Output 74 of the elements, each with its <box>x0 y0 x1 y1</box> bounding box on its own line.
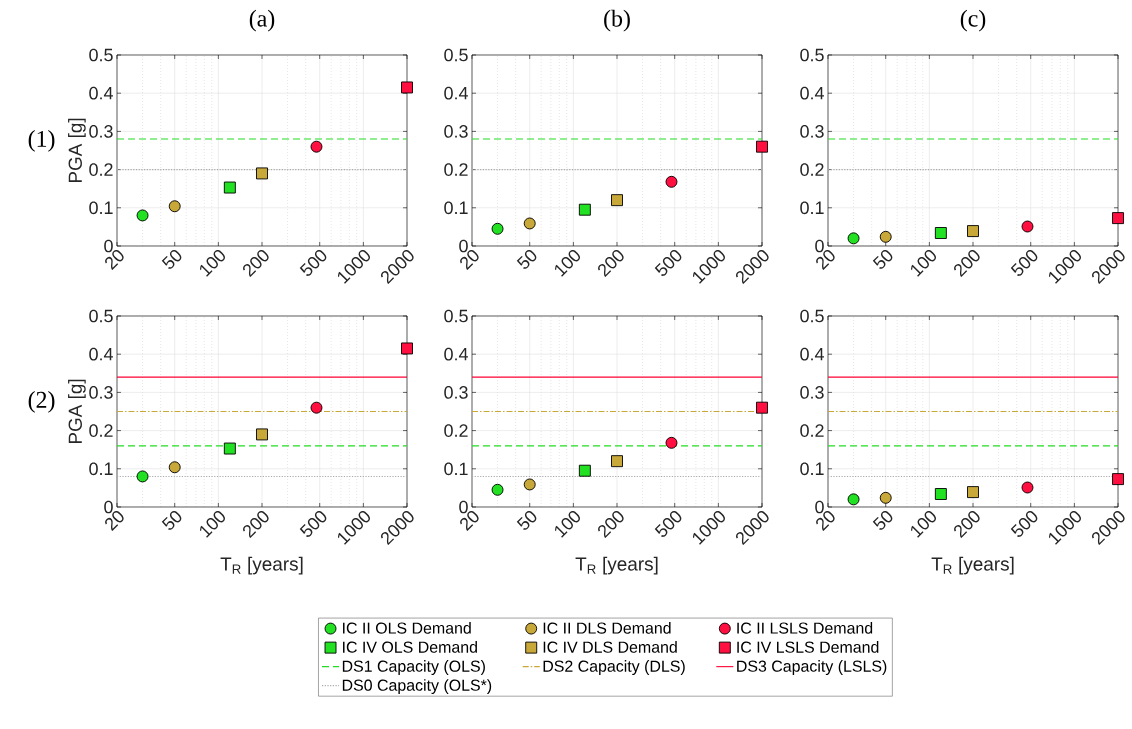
y-tick-label: 0.5 <box>800 48 824 62</box>
x-tick-label: 100 <box>554 510 580 538</box>
x-tick-label: 500 <box>299 249 327 276</box>
x-tick-label: 100 <box>199 249 225 277</box>
y-tick-label: 0.2 <box>89 424 113 437</box>
legend-label: IC II OLS Demand <box>343 622 471 634</box>
x-axis-title: T$_{R}$ [years] <box>931 556 1014 575</box>
y-tick-label: 0.4 <box>800 347 824 361</box>
y-tick-label: 0.4 <box>444 86 468 100</box>
y-tick-label: 0.5 <box>89 48 113 62</box>
x-tick-label: 500 <box>654 249 682 276</box>
x-tick-label: 200 <box>598 510 624 539</box>
x-tick-label: 50 <box>872 249 893 269</box>
legend-label: DS0 Capacity (OLS*) <box>342 679 492 695</box>
y-tick-label: 0.3 <box>444 125 468 138</box>
x-axis-title: T$_{R}$ [years] <box>220 556 303 575</box>
legend-label: IC IV OLS Demand <box>343 641 477 653</box>
legend-label: IC II LSLS Demand <box>737 622 873 634</box>
y-tick-label: 0.1 <box>89 462 113 476</box>
x-tick-label: 500 <box>654 510 682 537</box>
y-tick-label: 0.2 <box>800 424 824 437</box>
text: (2) <box>28 391 55 413</box>
y-tick-label: 0.1 <box>800 462 824 476</box>
y-tick-label: 0.4 <box>89 86 113 100</box>
y-axis-title: PGA [g] <box>68 379 86 444</box>
legend-label: DS2 Capacity (DLS) <box>543 660 685 675</box>
y-tick-label: 0.2 <box>444 163 468 176</box>
x-tick-label: 500 <box>1010 249 1038 276</box>
y-tick-label: 0.3 <box>800 386 824 399</box>
y-tick-label: 0.5 <box>800 309 824 323</box>
legend-label: IC II DLS Demand <box>543 622 671 634</box>
text: (1) <box>28 130 55 152</box>
x-tick-label: 50 <box>516 510 537 530</box>
x-tick-label: 200 <box>954 249 980 278</box>
y-tick-label: 0.4 <box>444 347 468 361</box>
y-tick-label: 0.4 <box>89 347 113 361</box>
x-tick-label: 200 <box>243 249 269 278</box>
x-tick-label: 200 <box>954 510 980 539</box>
legend-label: IC IV DLS Demand <box>543 641 677 653</box>
y-tick-label: 0.3 <box>89 386 113 399</box>
x-tick-label: 200 <box>598 249 624 278</box>
y-tick-label: 0.5 <box>89 309 113 323</box>
legend-label: DS3 Capacity (LSLS) <box>737 660 887 675</box>
x-tick-label: 100 <box>910 249 937 277</box>
y-tick-label: 0.5 <box>444 48 468 62</box>
y-tick-label: 0.4 <box>800 86 824 100</box>
y-axis-title: PGA [g] <box>68 118 86 183</box>
y-tick-label: 0.5 <box>444 309 468 323</box>
y-tick-label: 0.1 <box>444 201 468 215</box>
x-tick-label: 50 <box>872 510 893 530</box>
x-tick-label: 200 <box>243 510 269 539</box>
y-tick-label: 0.1 <box>89 201 113 215</box>
y-tick-label: 0.2 <box>89 163 113 176</box>
chart-title: (a) <box>249 9 275 32</box>
x-axis-title: T$_{R}$ [years] <box>575 556 658 575</box>
x-tick-label: 500 <box>1010 510 1038 537</box>
y-tick-label: 0.3 <box>444 386 468 399</box>
legend-label: IC IV LSLS Demand <box>737 641 879 653</box>
x-tick-label: 100 <box>910 510 937 538</box>
y-tick-label: 0.1 <box>444 462 468 476</box>
x-tick-label: 50 <box>516 249 537 269</box>
x-tick-label: 100 <box>199 510 225 538</box>
y-tick-label: 0.2 <box>800 163 824 176</box>
y-tick-label: 0.3 <box>89 125 113 138</box>
y-tick-label: 0.1 <box>800 201 824 215</box>
legend-label: DS1 Capacity (OLS) <box>342 660 485 675</box>
x-tick-label: 50 <box>161 249 182 269</box>
x-tick-label: 100 <box>554 249 580 277</box>
x-tick-label: 50 <box>161 510 182 530</box>
y-tick-label: 0.3 <box>800 125 824 138</box>
chart-title: (c) <box>960 9 986 32</box>
chart-title: (b) <box>604 9 630 32</box>
y-tick-label: 0.2 <box>444 424 468 437</box>
x-tick-label: 500 <box>299 510 327 537</box>
